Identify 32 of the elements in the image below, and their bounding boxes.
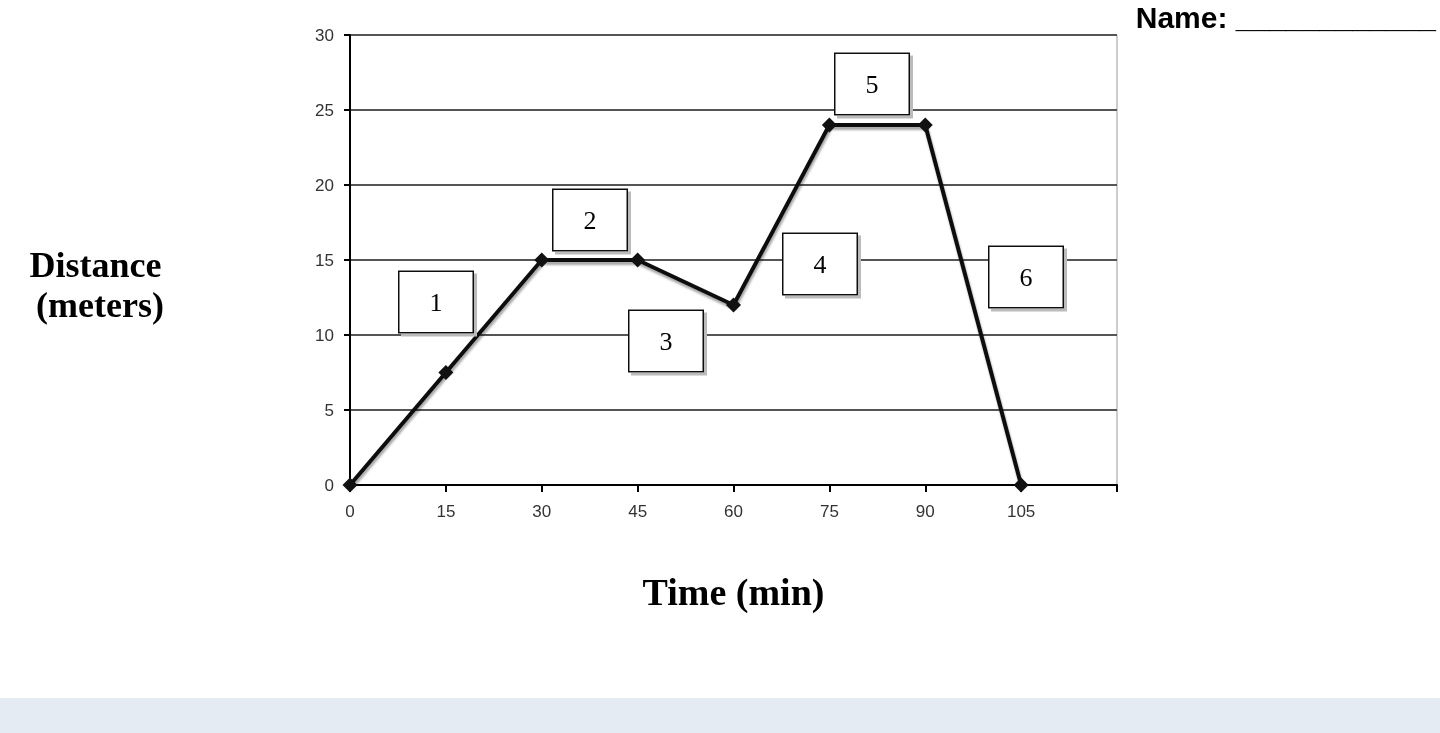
- x-tick-label: 60: [724, 502, 743, 521]
- point: [630, 252, 646, 268]
- y-axis-title: Distance (meters): [29, 245, 171, 325]
- point: [1013, 477, 1029, 493]
- point: [821, 117, 837, 133]
- annotation: 6: [1019, 262, 1033, 292]
- annotation: 2: [583, 205, 597, 235]
- x-tick-label: 75: [819, 502, 839, 521]
- x-tick-label: 15: [436, 502, 456, 521]
- point: [438, 365, 454, 380]
- x-tick-label: 90: [915, 502, 935, 521]
- y-tick-label: 30: [315, 25, 334, 45]
- x-tick-label: 30: [532, 502, 552, 521]
- annotation: 5: [865, 69, 879, 99]
- y-tick-label: 20: [315, 175, 334, 195]
- point: [534, 252, 550, 268]
- point: [726, 297, 741, 313]
- point: [917, 117, 933, 133]
- annotation: 1: [429, 287, 443, 317]
- y-tick-label: 0: [324, 475, 334, 495]
- point: [342, 477, 358, 493]
- x-tick-label: 0: [345, 502, 355, 521]
- x-axis-title: Time (min): [642, 571, 825, 614]
- annotation: 4: [813, 249, 827, 279]
- annotation: 3: [659, 326, 673, 356]
- y-tick-label: 15: [315, 250, 334, 270]
- y-tick-label: 25: [315, 100, 334, 120]
- y-tick-label: 5: [324, 400, 334, 420]
- x-tick-label: 105: [1006, 502, 1036, 521]
- y-tick-label: 10: [315, 325, 334, 345]
- text: Name: ____________: [1135, 0, 1437, 34]
- x-tick-label: 45: [628, 502, 648, 521]
